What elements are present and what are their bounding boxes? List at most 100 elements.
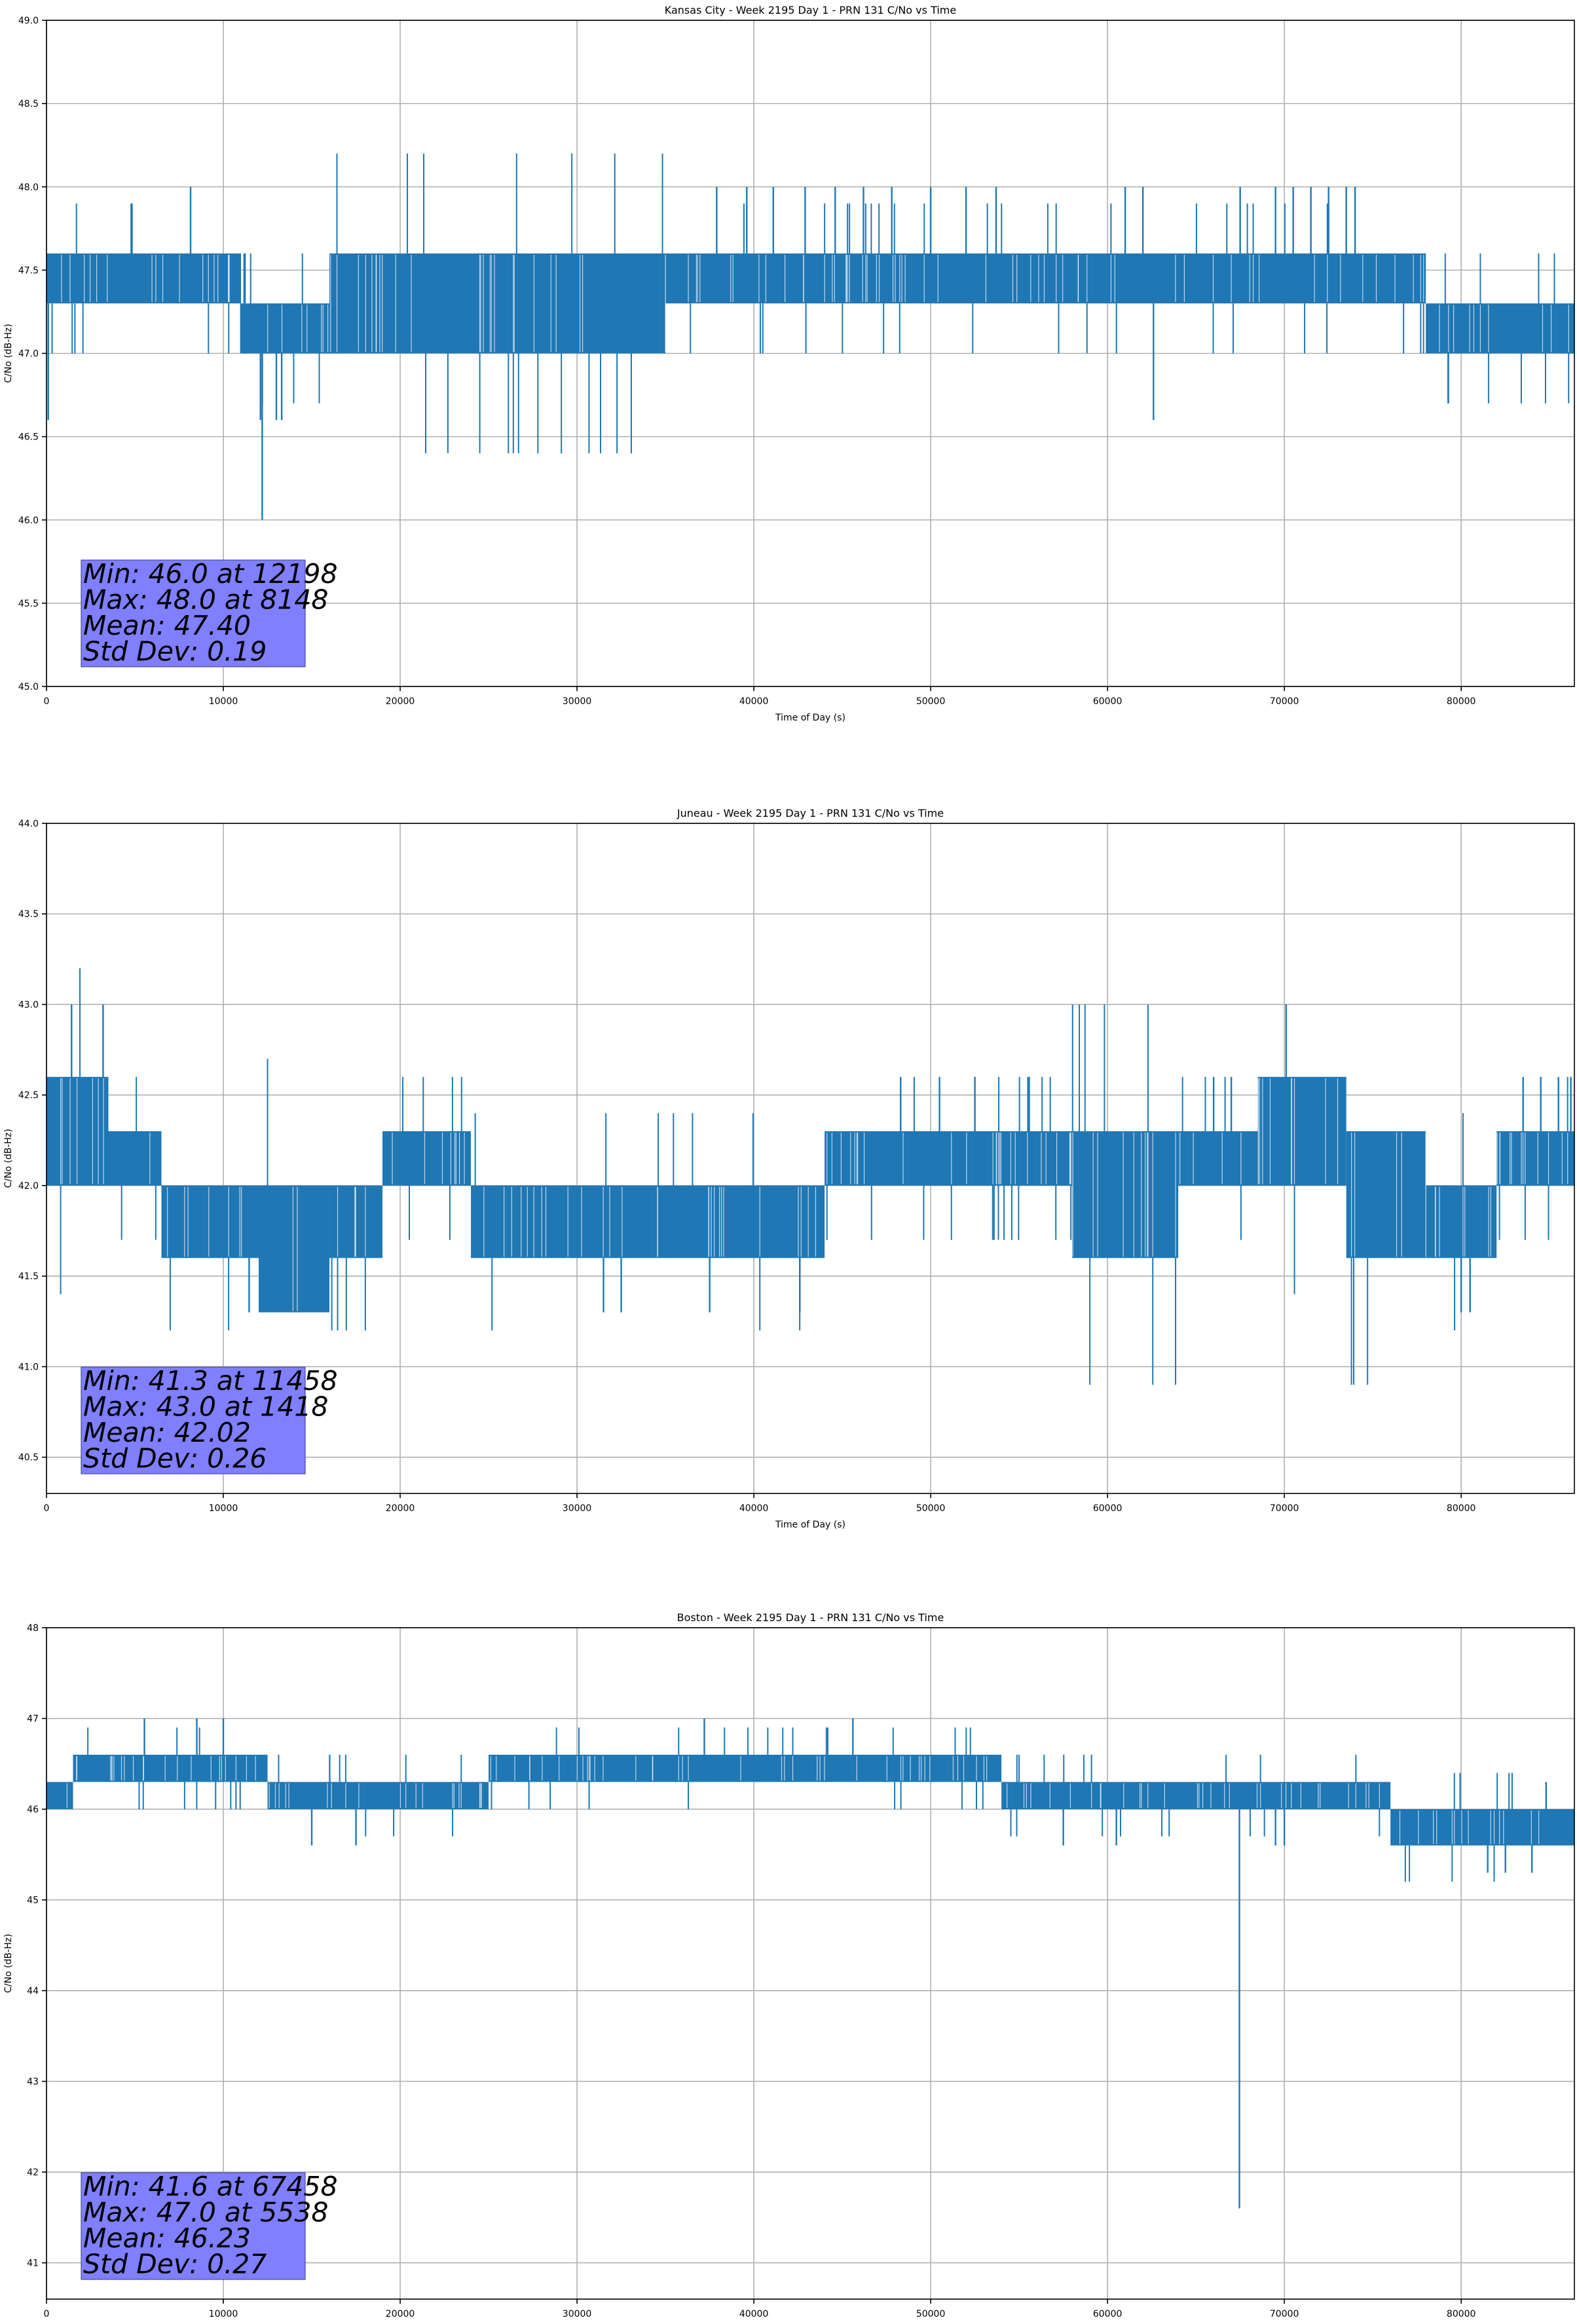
x-tick-label: 40000: [739, 1503, 769, 1514]
stats-line: Min: 46.0 at 12198: [83, 558, 338, 590]
x-tick-label: 50000: [916, 2309, 946, 2319]
x-tick-label: 10000: [209, 696, 238, 707]
chart-panel-3: 0 10000 20000 30000 40000 50000 60000 70000 8000…: [3, 1611, 1575, 2319]
series-band: [241, 303, 330, 354]
x-tick-label: 30000: [563, 2309, 592, 2319]
y-tick-label: 47.5: [18, 265, 39, 276]
series-band: [1346, 1131, 1426, 1258]
stats-box: [81, 1366, 306, 1474]
x-tick-label: 60000: [1093, 1503, 1122, 1514]
x-tick-label: 30000: [563, 696, 592, 707]
y-tick-label: 44: [27, 1986, 39, 1996]
x-tick-label: 20000: [386, 696, 415, 707]
stats-line: Std Dev: 0.26: [83, 1443, 267, 1474]
stats-line: Max: 43.0 at 1418: [83, 1391, 329, 1423]
series-band: [259, 1185, 330, 1313]
stats-line: Max: 48.0 at 8148: [83, 584, 329, 616]
y-axis-label: C/No (dB-Hz): [3, 324, 14, 383]
y-tick-label: 47: [27, 1714, 39, 1725]
x-tick-label: 70000: [1270, 2309, 1299, 2319]
chart-title: Kansas City - Week 2195 Day 1 - PRN 131 …: [665, 4, 956, 16]
y-tick-label: 42.0: [18, 1181, 39, 1191]
x-tick-label: 0: [44, 1503, 50, 1514]
series-band: [1426, 1185, 1497, 1258]
y-tick-label: 42.5: [18, 1091, 39, 1101]
x-tick-label: 70000: [1270, 1503, 1299, 1514]
series-band: [108, 1131, 162, 1186]
series-band: [329, 253, 666, 354]
axes-frame: [46, 1627, 1575, 2300]
x-tick-label: 60000: [1093, 696, 1122, 707]
y-tick-label: 45: [27, 1896, 39, 1906]
series-band: [489, 1754, 1002, 1782]
y-tick-label: 45.0: [18, 682, 39, 692]
series-band: [1072, 1131, 1179, 1258]
x-tick-label: 50000: [916, 696, 946, 707]
x-tick-label: 40000: [739, 2309, 769, 2319]
x-tick-label: 10000: [209, 1503, 238, 1514]
series-band: [73, 1754, 268, 1782]
x-tick-label: 80000: [1447, 1503, 1476, 1514]
stats-line: Max: 47.0 at 5538: [83, 2197, 329, 2228]
x-tick-label: 50000: [916, 1503, 946, 1514]
y-tick-label: 45.5: [18, 599, 39, 609]
series-band: [1178, 1131, 1258, 1186]
y-tick-label: 41.0: [18, 1362, 39, 1372]
series-band: [46, 253, 242, 304]
x-tick-label: 30000: [563, 1503, 592, 1514]
stats-line: Mean: 47.40: [83, 610, 251, 641]
stats-line: Mean: 42.02: [83, 1417, 251, 1448]
stats-line: Std Dev: 0.27: [83, 2249, 267, 2280]
series-band: [46, 1077, 109, 1186]
stats-line: Mean: 46.23: [83, 2222, 251, 2254]
x-tick-label: 10000: [209, 2309, 238, 2319]
series-band: [471, 1185, 825, 1258]
y-tick-label: 47.0: [18, 349, 39, 360]
x-tick-label: 0: [44, 2309, 50, 2319]
series-band: [1001, 1782, 1391, 1810]
series-band: [46, 1782, 73, 1810]
series-band: [382, 1131, 472, 1186]
x-tick-label: 80000: [1447, 2309, 1476, 2319]
x-tick-label: 20000: [386, 1503, 415, 1514]
y-tick-label: 48.5: [18, 99, 39, 109]
x-tick-label: 40000: [739, 696, 769, 707]
y-tick-label: 43: [27, 2077, 39, 2088]
y-tick-label: 43.5: [18, 909, 39, 920]
series-band: [267, 1782, 489, 1810]
stats-box: [81, 559, 306, 667]
y-tick-label: 40.5: [18, 1453, 39, 1463]
series-band: [1390, 1809, 1574, 1846]
y-tick-label: 48: [27, 1623, 39, 1634]
y-tick-label: 43.0: [18, 1000, 39, 1010]
y-tick-label: 46.5: [18, 432, 39, 443]
series-band: [1426, 303, 1574, 354]
x-tick-label: 70000: [1270, 696, 1299, 707]
chart-panel-1: 0 10000 20000 30000 40000 50000 60000 70000 8000…: [3, 4, 1575, 723]
x-axis-label: Time of Day (s): [775, 1520, 845, 1530]
y-tick-label: 41: [27, 2258, 39, 2269]
y-axis-label: C/No (dB-Hz): [3, 1129, 14, 1188]
stats-line: Min: 41.6 at 67458: [83, 2171, 338, 2202]
series-band: [665, 253, 1426, 304]
y-tick-label: 44.0: [18, 819, 39, 829]
y-tick-label: 49.0: [18, 16, 39, 26]
stats-line: Std Dev: 0.19: [83, 636, 267, 667]
series-band: [825, 1131, 1073, 1186]
series-band: [1257, 1077, 1346, 1186]
x-tick-label: 80000: [1447, 696, 1476, 707]
series-band: [161, 1185, 259, 1258]
y-tick-label: 46.0: [18, 515, 39, 526]
x-tick-label: 20000: [386, 2309, 415, 2319]
x-tick-label: 0: [44, 696, 50, 707]
stats-box: [81, 2172, 306, 2280]
chart-panel-2: 0 10000 20000 30000 40000 50000 60000 70000 8000…: [3, 807, 1575, 1530]
stats-line: Min: 41.3 at 11458: [83, 1365, 338, 1396]
axes-frame: [46, 823, 1575, 1494]
series-band: [1496, 1131, 1574, 1186]
y-tick-label: 46: [27, 1805, 39, 1815]
chart-title: Boston - Week 2195 Day 1 - PRN 131 C/No …: [677, 1611, 944, 1624]
y-axis-label: C/No (dB-Hz): [3, 1934, 14, 1993]
y-tick-label: 41.5: [18, 1271, 39, 1282]
